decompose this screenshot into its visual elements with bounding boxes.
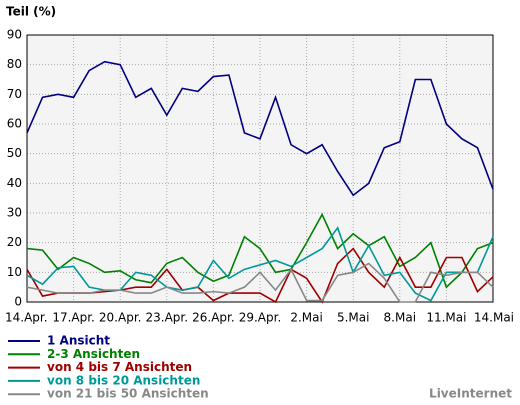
series-line — [26, 212, 494, 289]
x-tick-label: 8.Mai — [384, 311, 417, 325]
y-tick-label: 60 — [7, 117, 22, 131]
x-tick-label: 5.Mai — [337, 311, 370, 325]
legend-label: von 21 bis 50 Ansichten — [47, 387, 209, 401]
plot-area — [27, 35, 493, 302]
y-tick-label: 20 — [7, 235, 22, 249]
legend-label: 1 Ansicht — [47, 334, 110, 348]
x-tick-label: 14.Apr. — [5, 311, 48, 325]
series-line — [26, 247, 494, 304]
y-tick-label: 0 — [14, 295, 22, 309]
x-tick-label: 11.Mai — [426, 311, 466, 325]
y-tick-label: 50 — [7, 146, 22, 160]
legend-label: 2-3 Ansichten — [47, 347, 140, 361]
legend-label: von 4 bis 7 Ansichten — [47, 360, 192, 374]
x-tick-label: 23.Apr. — [146, 311, 189, 325]
y-tick-label: 10 — [7, 265, 22, 279]
y-tick-label: 70 — [7, 87, 22, 101]
series-line — [26, 262, 494, 303]
x-tick-label: 14.Mai — [474, 311, 514, 325]
y-tick-label: 80 — [7, 57, 22, 71]
y-tick-label: 40 — [7, 176, 22, 190]
plot-frame — [26, 34, 494, 303]
x-tick-label: 20.Apr. — [99, 311, 142, 325]
x-tick-label: 2.Mai — [290, 311, 323, 325]
x-tick-label: 17.Apr. — [52, 311, 95, 325]
y-tick-label: 30 — [7, 206, 22, 220]
series-line — [26, 60, 494, 197]
legend-label: von 8 bis 20 Ansichten — [47, 373, 200, 387]
chart-title: Teil (%) — [6, 5, 56, 19]
x-tick-label: 29.Apr. — [239, 311, 282, 325]
footer: LiveInternet — [429, 387, 512, 401]
y-tick-label: 90 — [7, 28, 22, 42]
x-tick-label: 26.Apr. — [192, 311, 235, 325]
